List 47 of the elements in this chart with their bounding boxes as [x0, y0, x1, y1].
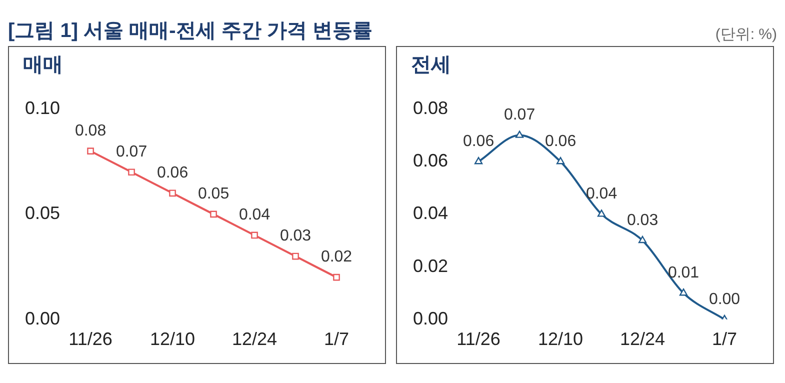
data-label: 0.04 [586, 186, 618, 203]
x-tick-label: 1/7 [712, 329, 738, 350]
chart-title: 전세 [411, 53, 451, 78]
y-tick-label: 0.04 [412, 203, 448, 224]
x-tick-label: 11/26 [456, 329, 500, 350]
x-tick-label: 1/7 [324, 329, 350, 350]
data-label: 0.01 [668, 264, 700, 282]
y-tick-label: 0.00 [24, 308, 60, 328]
x-tick-label: 12/24 [232, 329, 278, 350]
data-label: 0.08 [74, 122, 106, 140]
y-tick-label: 0.10 [24, 98, 60, 118]
data-label: 0.00 [708, 290, 740, 308]
point [638, 236, 647, 244]
point [210, 210, 217, 218]
y-tick-label: 0.00 [412, 308, 448, 328]
x-tick-label: 11/26 [68, 329, 112, 350]
y-tick-label: 0.02 [412, 256, 448, 276]
data-label: 0.05 [198, 186, 230, 203]
data-label: 0.06 [544, 133, 576, 150]
point [169, 190, 176, 197]
chart-title: [그림 1] 서울 매매-전세 주간 가격 변동률 [8, 19, 372, 44]
data-label: 0.03 [626, 212, 658, 229]
point [292, 252, 299, 260]
data-label: 0.06 [156, 164, 188, 182]
x-tick-label: 12/24 [620, 329, 666, 350]
point [679, 288, 688, 296]
x-tick-label: 12/10 [538, 329, 584, 350]
point [556, 157, 565, 164]
chart-subtitle: 매매 [23, 53, 63, 78]
y-tick-label: 0.06 [412, 150, 448, 171]
point [474, 157, 483, 164]
point [87, 148, 94, 155]
data-label: 0.02 [320, 248, 352, 266]
data-label: 0.03 [280, 228, 312, 245]
data-label: 0.07 [504, 106, 536, 124]
y-tick-label: 0.05 [24, 203, 60, 224]
x-tick-label: 12/10 [150, 329, 196, 350]
data-label: 0.06 [462, 133, 494, 150]
point [128, 168, 135, 176]
data-label: 0.07 [116, 144, 148, 161]
point [251, 232, 258, 239]
point [333, 274, 340, 281]
point [515, 130, 524, 138]
data-label: 0.04 [238, 206, 270, 224]
point [597, 210, 606, 217]
text: (단위: %) [715, 26, 777, 43]
y-tick-label: 0.08 [412, 98, 448, 118]
